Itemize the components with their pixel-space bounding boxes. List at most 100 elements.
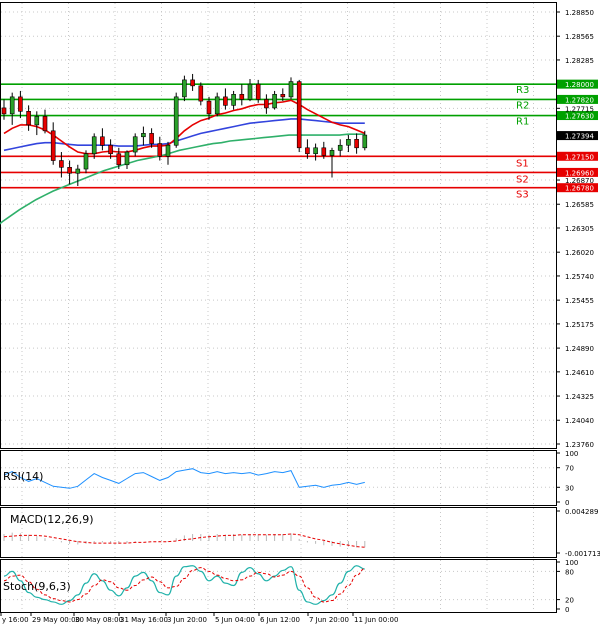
candle-body (91, 136, 97, 155)
candle-body (108, 144, 113, 155)
level-label-r3: R3 (516, 85, 529, 96)
macd-tick-label: -0.001713 (565, 550, 600, 558)
candle-body (305, 147, 310, 155)
candle-body (313, 147, 318, 155)
candle-body (173, 96, 179, 146)
level-tag-r2 (557, 94, 598, 104)
candle-body (280, 94, 286, 98)
ma-green-line (0, 133, 365, 225)
time-tick-label: 29 May 00:00 (32, 616, 80, 624)
candle-body (59, 160, 64, 168)
stoch-signal-line (3, 567, 365, 603)
level-label-r1: R1 (516, 117, 529, 128)
macd-signal-line (3, 533, 365, 548)
candle-body (1, 107, 7, 115)
level-tag-s3 (557, 183, 598, 193)
level-value-s1: 1.27150 (565, 153, 594, 161)
candle-body (206, 100, 212, 115)
panel-frame-3 (0, 559, 557, 613)
level-value-r1: 1.27630 (565, 113, 594, 121)
candle-body (264, 99, 269, 109)
rsi-tick-label: 100 (565, 450, 578, 458)
level-tag-r1 (557, 111, 598, 121)
rsi-tick-label: 70 (565, 465, 574, 473)
price-tick-label: 1.26305 (565, 225, 594, 233)
price-tick-label: 1.24890 (565, 345, 594, 353)
candle-body (182, 79, 187, 98)
price-tick-label: 1.24325 (565, 393, 594, 401)
ma-red-line (3, 99, 366, 155)
candle-body (100, 136, 105, 146)
candle-body (362, 134, 368, 149)
stoch-tick-label: 0 (565, 606, 569, 614)
pivot-levels: R3 1.28000 R2 1.27820 R1 1.27630 S1 1.27150 S2 1.… (1, 79, 598, 201)
candle-body (124, 151, 130, 166)
stoch-main-line (3, 565, 365, 605)
stoch-label: Stoch(9,6,3) (3, 580, 71, 593)
candle-body (141, 133, 146, 138)
macd-label: MACD(12,26,9) (10, 513, 94, 526)
candle-body (346, 139, 351, 146)
candle-body (75, 168, 81, 174)
candle-body (190, 79, 195, 87)
candlesticks (1, 73, 368, 186)
candle-body (247, 83, 253, 100)
stoch-tick-label: 100 (565, 559, 578, 567)
grid-lines (1, 3, 556, 612)
candle-body (67, 167, 72, 174)
candle-body (149, 133, 154, 144)
rsi-tick-label: 30 (565, 484, 574, 492)
time-tick-label: 5 Jun 04:00 (215, 616, 255, 624)
level-value-r3: 1.28000 (565, 81, 594, 89)
candle-body (272, 94, 277, 109)
rsi-panel: 100 70 30 0 (1, 450, 578, 507)
candle-body (337, 144, 343, 151)
candle-body (198, 85, 204, 102)
time-tick-label: 3 Jun 20:00 (167, 616, 207, 624)
price-tick-label: 1.28565 (565, 33, 594, 41)
candle-body (42, 116, 48, 132)
price-tick-label: 1.26020 (565, 249, 594, 257)
candle-body (214, 96, 220, 115)
price-tick-label: 1.26585 (565, 201, 594, 209)
price-tick-label: 1.28850 (565, 9, 594, 17)
level-value-s3: 1.26780 (565, 185, 594, 193)
price-tick-label: 1.24040 (565, 417, 594, 425)
price-tick-label: 1.27715 (565, 105, 594, 113)
level-label-s2: S2 (516, 174, 529, 185)
level-label-s3: S3 (516, 190, 529, 201)
panel-frame-2 (0, 507, 557, 558)
stoch-tick-label: 20 (565, 597, 574, 605)
current-price-tag (557, 131, 598, 141)
price-tick-label: 1.24610 (565, 369, 594, 377)
time-tick-label: 31 May 16:00 (120, 616, 168, 624)
panel-frame-1 (0, 450, 557, 506)
price-tick-label: 1.25740 (565, 273, 594, 281)
price-tick-label: 1.26870 (565, 177, 594, 185)
price-tick-label: 1.25455 (565, 297, 594, 305)
price-tick-label: 1.23760 (565, 441, 594, 449)
candle-body (132, 136, 138, 153)
rsi-label: RSI(14) (3, 470, 43, 483)
level-value-r2: 1.27820 (565, 96, 594, 104)
price-tick-label: 1.28285 (565, 57, 594, 65)
rsi-tick-label: 0 (565, 499, 569, 507)
level-tag-s2 (557, 167, 598, 177)
candle-body (26, 111, 31, 126)
price-axis: 1.28850 1.28565 1.28285 1.27715 1.26870 1.265… (556, 9, 594, 449)
time-tick-label: y 16:00 (2, 616, 29, 624)
macd-tick-label: 0.004289 (565, 508, 598, 516)
candle-body (223, 96, 228, 106)
candle-body (34, 116, 40, 126)
candle-body (9, 96, 15, 115)
level-label-s1: S1 (516, 158, 529, 169)
candle-body (157, 143, 163, 157)
panel-frame-0 (0, 2, 557, 449)
time-tick-label: 30 May 08:00 (75, 616, 123, 624)
level-tag-r3 (557, 79, 598, 89)
candle-body (354, 139, 359, 149)
